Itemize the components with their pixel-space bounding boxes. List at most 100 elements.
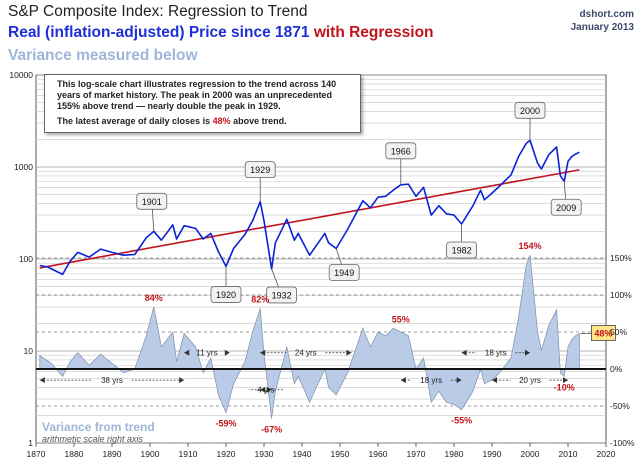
current-variance-label: 48%	[594, 328, 612, 338]
callout-label: 1966	[391, 146, 411, 156]
chart-subtitle-variance: Variance measured below	[8, 47, 198, 64]
x-tick-label: 1880	[65, 449, 84, 459]
x-axis: 1870 1880 1890 1900 1910 1920 1930 1940 1950 1960…	[27, 443, 616, 459]
x-tick-label: 1900	[141, 449, 160, 459]
cycle-spans: 38 yrs 11 yrs 4 yrs 24 yrs 18 yrs 18 yrs 20 yr…	[39, 349, 568, 395]
cycle-span-arrowhead	[456, 377, 462, 384]
variance-value-label: 82%	[251, 294, 269, 304]
y-right-tick-label: -50%	[610, 401, 630, 411]
variance-area	[39, 254, 580, 419]
cycle-span-label: 18 yrs	[420, 376, 442, 385]
x-tick-label: 1970	[407, 449, 426, 459]
cycle-span-arrowhead	[400, 377, 406, 384]
note-text-after: above trend.	[230, 116, 287, 126]
source-site: dshort.com	[579, 9, 634, 20]
note-highlight-value: 48%	[212, 116, 231, 126]
variance-value-label: -67%	[261, 425, 282, 435]
x-tick-label: 2020	[597, 449, 616, 459]
y-right-tick-label: 50%	[610, 327, 627, 337]
x-tick-label: 1910	[179, 449, 198, 459]
y-left-tick-label: 100	[19, 254, 33, 264]
y-left-tick-label: 1000	[14, 162, 33, 172]
variance-value-label: 154%	[518, 241, 541, 251]
subtitle-regression-text: with Regression	[313, 24, 434, 41]
price-line	[39, 139, 580, 276]
cycle-span-arrowhead	[492, 377, 497, 384]
y-right-tick-label: 150%	[610, 253, 632, 263]
cycle-span-arrowhead	[346, 349, 352, 356]
x-tick-label: 1990	[483, 449, 502, 459]
cycle-span-arrowhead	[461, 349, 467, 356]
variance-label-subtitle: arithmetic scale right axis	[42, 434, 144, 444]
x-tick-label: 1940	[293, 449, 312, 459]
variance-value-label: -10%	[554, 382, 575, 392]
note-paragraph-2: The latest average of daily closes is 48…	[57, 116, 353, 127]
cycle-span-arrowhead	[184, 349, 190, 356]
x-tick-label: 1980	[445, 449, 464, 459]
y-axis-right: -100% -50% 0% 50% 100% 150%	[610, 253, 635, 448]
x-tick-label: 1930	[255, 449, 274, 459]
callout-box	[328, 264, 360, 281]
chart-title: S&P Composite Index: Regression to Trend	[8, 3, 308, 20]
chart-subtitle: Real (inflation-adjusted) Price since 18…	[8, 24, 434, 42]
callout-box	[266, 286, 298, 304]
y-right-tick-label: 0%	[610, 364, 623, 374]
y-axis-left: 1 10 100 1000 10000	[9, 70, 33, 448]
cycle-span-arrowhead	[39, 377, 45, 384]
x-tick-label: 1890	[103, 449, 122, 459]
y-left-tick-label: 1	[28, 438, 33, 448]
variance-label-title: Variance from trend	[42, 420, 155, 434]
cycle-span-label: 18 yrs	[485, 349, 507, 358]
cycle-span-label: 24 yrs	[295, 349, 317, 358]
x-tick-label: 1920	[217, 449, 236, 459]
event-callouts: 1901 1920 1929 1932 1949 1966 1982 2000 2009	[136, 101, 582, 304]
variance-value-labels: 84% 82% 55% 154% -59% -67% -55% -10%	[145, 241, 575, 435]
cycle-span-arrowhead	[260, 349, 266, 356]
callout-label: 1929	[250, 165, 270, 175]
x-tick-label: 1870	[27, 449, 46, 459]
y-left-tick-label: 10000	[9, 70, 33, 80]
callout-label: 1982	[452, 246, 472, 256]
source-credit: dshort.com January 2013	[571, 8, 634, 34]
note-paragraph-1: This log-scale chart illustrates regress…	[57, 79, 337, 111]
cycle-span-arrowhead	[260, 386, 266, 393]
cycle-span-label: 20 yrs	[519, 376, 541, 385]
subtitle-price-text: Real (inflation-adjusted) Price since 18…	[8, 24, 310, 41]
y-left-tick-label: 10	[24, 346, 34, 356]
variance-value-label: 84%	[145, 293, 163, 303]
y-right-tick-label: -100%	[610, 438, 635, 448]
callout-box	[210, 286, 242, 303]
callout-box	[550, 198, 582, 216]
cycle-span-label: 38 yrs	[101, 376, 123, 385]
variance-value-label: -55%	[451, 416, 472, 426]
callout-box	[514, 101, 546, 119]
cycle-span-label: 11 yrs	[196, 349, 217, 358]
x-tick-label: 1960	[369, 449, 388, 459]
cycle-span-arrowhead	[179, 377, 185, 384]
callout-label: 1901	[142, 197, 162, 207]
callout-box	[385, 142, 417, 160]
cycle-span-arrowhead	[525, 349, 530, 356]
x-tick-label: 2010	[559, 449, 578, 459]
source-date: January 2013	[570, 22, 634, 33]
cycle-span-arrowhead	[563, 377, 568, 384]
regression-line	[39, 169, 580, 269]
cycle-span-label: 4 yrs	[257, 386, 274, 395]
callout-box	[136, 192, 168, 210]
variance-value-label: -59%	[215, 419, 236, 429]
callout-label: 2009	[556, 203, 576, 213]
callout-box	[446, 241, 478, 259]
x-tick-label: 1950	[331, 449, 350, 459]
callout-box	[244, 161, 276, 179]
callout-label: 1920	[216, 290, 236, 300]
y-right-tick-label: 100%	[610, 290, 632, 300]
x-tick-label: 2000	[521, 449, 540, 459]
variance-value-label: 55%	[392, 314, 410, 324]
note-text-before: The latest average of daily closes is	[57, 116, 213, 126]
callout-label: 1949	[334, 268, 354, 278]
current-variance-box	[591, 325, 616, 341]
annotation-note-box: This log-scale chart illustrates regress…	[44, 74, 361, 133]
variance-label: Variance from trend arithmetic scale rig…	[42, 420, 155, 444]
